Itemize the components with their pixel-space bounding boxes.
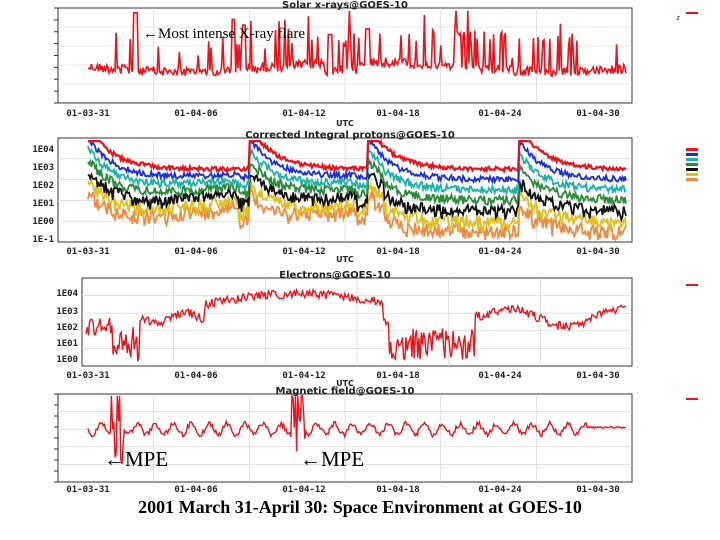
panel-magnetic-series xyxy=(87,393,627,465)
x-tick-label: 01-04-06 xyxy=(174,371,217,381)
y-tick-label: 1E01 xyxy=(56,339,78,349)
x-tick-label: 01-04-18 xyxy=(376,371,419,381)
y-tick-label: 1E01 xyxy=(32,199,54,209)
y-tick-label: 1E03 xyxy=(56,307,78,317)
y-tick-label: 1E-1 xyxy=(32,235,54,245)
panel-magnetic-xticks: 01-03-31 01-04-06 01-04-12 01-04-18 01-0… xyxy=(66,485,619,495)
x-tick-label: 01-03-31 xyxy=(66,485,109,495)
x-tick-label: 01-04-06 xyxy=(174,247,217,257)
magnetic-series-line xyxy=(87,393,627,465)
electron-series-line xyxy=(85,287,627,362)
panel-protons-title: Corrected Integral protons@GOES-10 xyxy=(245,130,455,141)
x-tick-label: 01-03-31 xyxy=(66,371,109,381)
panel-protons-xlabel: UTC xyxy=(336,255,354,264)
x-tick-label: 01-04-12 xyxy=(282,371,325,381)
proton-series-line-green xyxy=(87,157,627,208)
panel-electrons-xticks: 01-03-31 01-04-06 01-04-12 01-04-18 01-0… xyxy=(66,371,619,381)
x-tick-label: 01-04-24 xyxy=(478,371,522,381)
panel-protons-series xyxy=(87,138,627,242)
panel-xrays-xlabel: UTC xyxy=(336,119,354,128)
x-tick-label: 01-04-12 xyxy=(282,247,325,257)
x-tick-label: 01-04-12 xyxy=(282,109,325,119)
panel-xrays-series xyxy=(87,10,627,78)
x-tick-label: 01-03-31 xyxy=(66,247,109,257)
panel-electrons-series xyxy=(85,287,627,362)
panel-xrays-xticks: 01-03-31 01-04-06 01-04-12 01-04-18 01-0… xyxy=(66,109,619,119)
y-tick-label: 1E04 xyxy=(32,145,54,155)
mpe-annotation-2: ←MPE xyxy=(300,447,364,471)
legend-swatch-red xyxy=(686,148,698,151)
figure-caption: 2001 March 31-April 30: Space Environmen… xyxy=(138,497,582,517)
panel-xrays-yticks xyxy=(54,7,58,104)
proton-series-line-teal xyxy=(87,145,627,198)
y-tick-label: 1E00 xyxy=(32,217,54,227)
proton-series-line-orange xyxy=(87,186,627,242)
right-legend-tick: z xyxy=(676,14,680,22)
xray-series-line xyxy=(87,10,627,78)
y-tick-label: 1E02 xyxy=(56,323,78,333)
y-tick-label: 1E04 xyxy=(56,289,78,299)
legend-swatch-teal xyxy=(686,158,698,161)
x-tick-label: 01-04-30 xyxy=(576,109,619,119)
legend-swatch-orange xyxy=(686,178,698,181)
proton-series-line-red xyxy=(88,138,627,174)
flare-annotation: ←Most intense X-ray flare xyxy=(143,26,305,42)
right-legend-marker xyxy=(686,284,698,286)
x-tick-label: 01-04-18 xyxy=(376,247,419,257)
x-tick-label: 01-04-06 xyxy=(174,485,217,495)
right-legend-marker xyxy=(686,398,698,400)
panel-electrons-title: Electrons@GOES-10 xyxy=(279,270,390,281)
panel-magnetic-yticks xyxy=(54,393,58,483)
x-tick-label: 01-03-31 xyxy=(66,109,109,119)
panel-electrons-yticks: 1E04 1E03 1E02 1E01 1E00 xyxy=(56,289,78,365)
panel-xrays: Solar x-rays@GOES-10 01-03-31 01-04-06 0… xyxy=(54,0,698,128)
mpe-annotation-1: ←MPE xyxy=(104,447,168,471)
proton-series-line-blue xyxy=(88,138,627,185)
x-tick-label: 01-04-12 xyxy=(282,485,325,495)
x-tick-label: 01-04-30 xyxy=(576,371,619,381)
x-tick-label: 01-04-24 xyxy=(478,109,522,119)
y-tick-label: 1E03 xyxy=(32,163,54,173)
panel-xrays-title: Solar x-rays@GOES-10 xyxy=(282,0,408,11)
panel-protons-yticks: 1E04 1E03 1E02 1E01 1E00 1E-1 xyxy=(32,145,54,245)
y-tick-label: 1E00 xyxy=(56,355,78,365)
x-tick-label: 01-04-06 xyxy=(174,109,217,119)
panel-protons-xticks: 01-03-31 01-04-06 01-04-12 01-04-18 01-0… xyxy=(66,247,619,257)
x-tick-label: 01-04-18 xyxy=(376,109,419,119)
x-tick-label: 01-04-24 xyxy=(478,247,522,257)
panel-electrons-grid xyxy=(82,278,632,366)
legend-swatch-black xyxy=(686,168,698,171)
panel-electrons-xlabel: UTC xyxy=(336,379,354,388)
right-legend-marker xyxy=(686,12,698,14)
legend-swatch-yellow xyxy=(686,173,698,176)
x-tick-label: 01-04-30 xyxy=(576,485,619,495)
legend-swatch-blue xyxy=(686,153,698,156)
panel-electrons: Electrons@GOES-10 01-03-31 01-04-06 01-0… xyxy=(56,270,698,388)
proton-series-line-black xyxy=(87,172,627,223)
x-tick-label: 01-04-24 xyxy=(478,485,522,495)
panel-magnetic: Magnetic field@GOES-10 01-03-31 01-04-06… xyxy=(54,386,698,495)
panel-xrays-grid xyxy=(58,8,632,103)
legend-swatch-green xyxy=(686,163,698,166)
panel-magnetic-title: Magnetic field@GOES-10 xyxy=(276,386,415,397)
panel-protons-legend xyxy=(686,148,698,181)
x-tick-label: 01-04-18 xyxy=(376,485,419,495)
panel-protons: Corrected Integral protons@GOES-10 01-03… xyxy=(32,130,698,264)
x-tick-label: 01-04-30 xyxy=(576,247,619,257)
y-tick-label: 1E02 xyxy=(32,181,54,191)
